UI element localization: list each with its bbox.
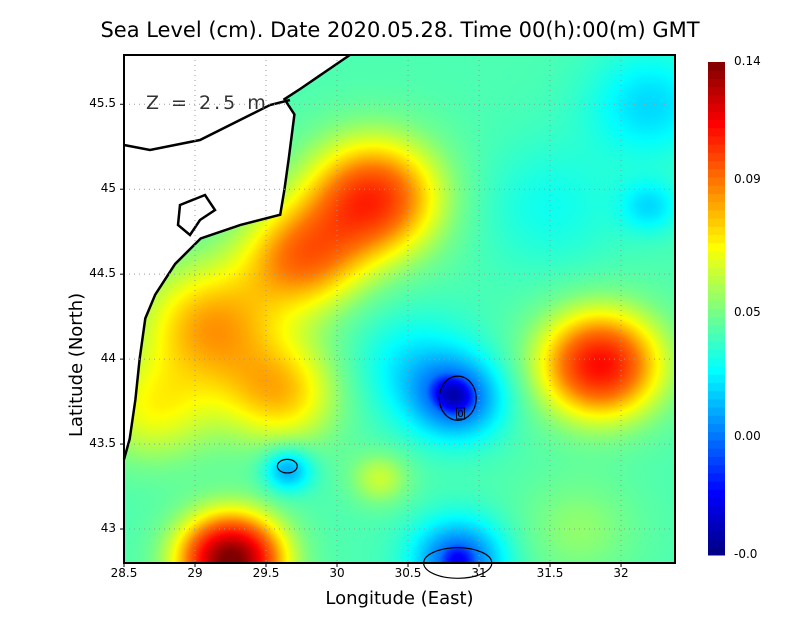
colorbar-segment: [708, 423, 725, 433]
colorbar-segment: [708, 431, 725, 441]
colorbar-segment: [708, 308, 725, 318]
colorbar-segment: [708, 439, 725, 449]
contour-label-box: [456, 407, 465, 420]
colorbar-segment: [708, 234, 725, 244]
y-axis-label: Latitude (North): [66, 292, 87, 438]
colorbar-segment: [708, 135, 725, 145]
colorbar-segment: [708, 415, 725, 425]
colorbar-segment: [708, 374, 725, 383]
colorbar-tick-label: 0.09: [734, 172, 761, 187]
contour-label: 0: [457, 409, 463, 420]
colorbar-segment: [708, 357, 725, 367]
colorbar-segment: [708, 226, 725, 236]
colorbar-segment: [708, 390, 725, 400]
x-tick-label: 30: [329, 566, 345, 580]
colorbar-segment: [708, 111, 725, 121]
depth-annotation: Z = 2.5 m: [146, 92, 269, 114]
colorbar-segment: [708, 472, 725, 482]
colorbar-segment: [708, 70, 725, 79]
colorbar-segment: [708, 193, 725, 203]
colorbar-segment: [708, 333, 725, 342]
lagoon-outline: [176, 193, 217, 237]
colorbar-segment: [708, 456, 725, 466]
colorbar-segment: [708, 152, 725, 162]
colorbar-segment: [708, 185, 725, 194]
colorbar-segment: [708, 316, 725, 326]
y-tick-label: 44.5: [89, 266, 116, 281]
x-tick-label: 31: [471, 566, 487, 580]
colorbar-segment: [708, 497, 725, 507]
colorbar-segment: [708, 127, 725, 137]
colorbar-segment: [708, 464, 725, 474]
colorbar-segment: [708, 481, 725, 490]
contour-line: [276, 458, 298, 474]
x-tick-label: 31.5: [536, 566, 564, 580]
colorbar-segment: [708, 94, 725, 104]
colorbar-segment: [708, 505, 725, 515]
colorbar-segment: [708, 209, 725, 219]
colorbar-tick-label: 0.14: [734, 54, 761, 68]
colorbar-tick-label: 0.00: [734, 428, 761, 443]
colorbar-segment: [708, 218, 725, 227]
y-tick-label: 43: [100, 521, 116, 536]
x-tick-label: 29: [187, 566, 203, 580]
colorbar-segment: [708, 177, 725, 186]
land-area: [124, 55, 350, 460]
colorbar-segment: [708, 407, 725, 416]
colorbar-segment: [708, 283, 725, 293]
colorbar-segment: [708, 119, 725, 129]
x-tick-label: 30.5: [394, 566, 422, 580]
y-tick-label: 45.5: [89, 96, 116, 111]
y-tick-label: 44: [100, 351, 116, 366]
colorbar-segment: [708, 275, 725, 285]
colorbar-segment: [708, 168, 725, 178]
colorbar-segment: [708, 538, 725, 548]
x-tick-label: 29.5: [252, 566, 280, 580]
colorbar-segment: [708, 160, 725, 170]
colorbar-tick-label: 0.05: [734, 305, 761, 320]
colorbar-segment: [708, 86, 725, 96]
inland-shoreline: [123, 98, 291, 152]
colorbar-segment: [708, 62, 725, 71]
colorbar-segment: [708, 267, 725, 277]
colorbar-segment: [708, 103, 725, 112]
x-tick-label: 32: [613, 566, 629, 580]
colorbar-segment: [708, 250, 725, 260]
colorbar-segment: [708, 341, 725, 351]
colorbar-segment: [708, 349, 725, 359]
colorbar-segment: [708, 78, 725, 88]
colorbar-segment: [708, 292, 725, 301]
colorbar-segment: [708, 259, 725, 268]
coastline: [122, 53, 351, 460]
colorbar-segment: [708, 530, 725, 540]
colorbar-segment: [708, 546, 725, 556]
colorbar-segment: [708, 201, 725, 211]
colorbar-tick-label: -0.0: [734, 547, 758, 561]
colorbar-segment: [708, 522, 725, 531]
colorbar-segment: [708, 242, 725, 252]
x-tick-label: 28.5: [110, 566, 138, 580]
colorbar-segment: [708, 382, 725, 392]
chart-title: Sea Level (cm). Date 2020.05.28. Time 00…: [100, 18, 700, 42]
colorbar-segment: [708, 398, 725, 408]
colorbar-segment: [708, 513, 725, 523]
colorbar-segment: [708, 324, 725, 334]
colorbar-segment: [708, 300, 725, 309]
contour-line: [438, 375, 477, 421]
plot-frame: [123, 54, 676, 564]
colorbar-segment: [708, 489, 725, 498]
colorbar-segment: [708, 144, 725, 153]
y-tick-label: 43.5: [89, 436, 116, 451]
x-axis-label: Longitude (East): [325, 588, 474, 609]
colorbar-segment: [708, 448, 725, 457]
y-tick-label: 45: [100, 181, 116, 196]
colorbar-segment: [708, 366, 725, 375]
